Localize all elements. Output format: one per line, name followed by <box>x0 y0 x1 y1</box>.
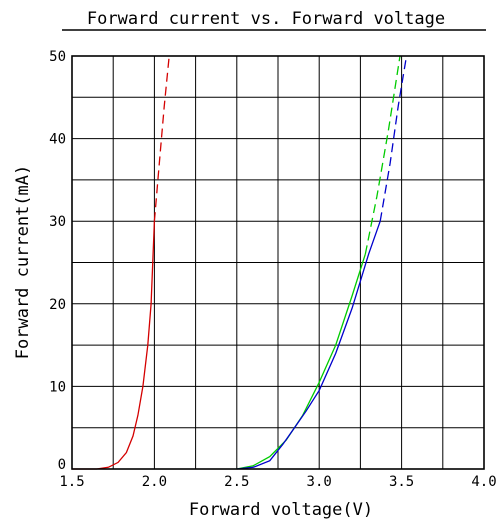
x-tick-labels: 1.5 2.0 2.5 3.0 3.5 4.0 <box>59 474 496 490</box>
grid <box>72 56 484 469</box>
x-tick-label: 3.5 <box>389 474 414 490</box>
series-3-solid-line <box>236 220 381 470</box>
series-1-solid-line <box>72 221 156 470</box>
y-tick-label: 10 <box>49 379 66 395</box>
x-tick-label: 2.0 <box>142 474 167 490</box>
y-tick-labels: 0 10 20 30 40 50 <box>49 49 66 473</box>
series-2-solid-line <box>236 254 366 470</box>
series-2-dashed-line <box>364 55 401 255</box>
y-tick-label: 40 <box>49 132 66 148</box>
y-tick-label: 20 <box>49 297 66 313</box>
series-1-dashed-line <box>153 55 170 222</box>
x-tick-label: 1.5 <box>59 474 84 490</box>
x-axis-label: Forward voltage(V) <box>189 500 373 520</box>
curves <box>72 55 408 470</box>
chart-title: Forward current vs. Forward voltage <box>87 9 445 29</box>
x-tick-label: 4.0 <box>471 474 496 490</box>
y-tick-label: 30 <box>49 214 66 230</box>
y-tick-label: 0 <box>58 457 66 473</box>
x-tick-label: 2.5 <box>224 474 249 490</box>
series-3-dashed-line <box>379 55 408 222</box>
y-axis-label: Forward current(mA) <box>13 165 33 359</box>
series-3-curve <box>236 55 408 470</box>
y-tick-label: 50 <box>49 49 66 65</box>
series-1-curve <box>72 55 170 470</box>
x-tick-label: 3.0 <box>307 474 332 490</box>
plot-frame <box>71 55 485 470</box>
